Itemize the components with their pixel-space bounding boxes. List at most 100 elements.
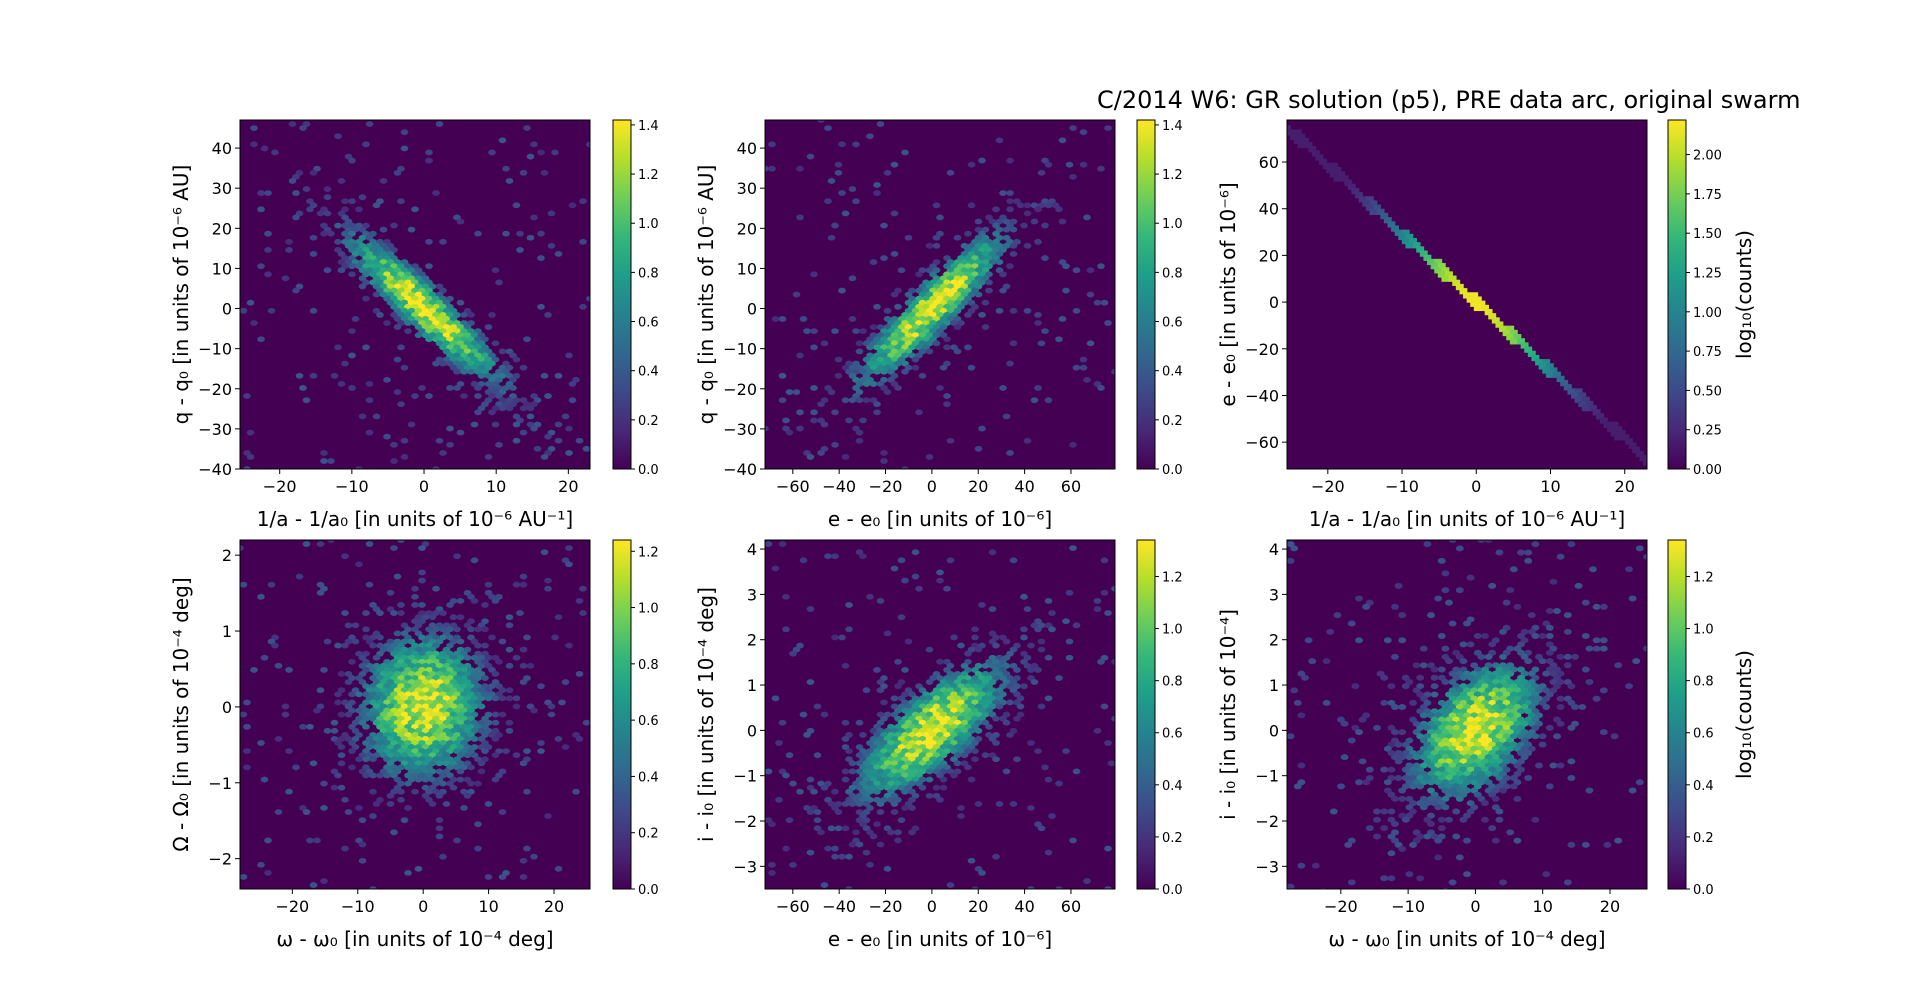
subplot-p5: −60 −40 −20 0 20 40 60 −3 −2 −1 0 1 2 3 4 e - e₀ [in un… (694, 539, 1183, 951)
hexbin-cell (1118, 602, 1126, 608)
hexbin-cell (302, 397, 311, 404)
colorbar-tick-label: 0.4 (1693, 779, 1714, 794)
hexbin-cell (505, 727, 514, 734)
y-tick-label: −3 (1255, 857, 1279, 876)
hexbin-cell (1048, 610, 1056, 617)
hexbin-cell (372, 654, 381, 661)
hexbin-cell (1452, 279, 1461, 286)
hexbin-cell (992, 756, 1000, 763)
hexbin-cell (1589, 405, 1597, 412)
hexbin-cell (575, 671, 584, 677)
hexbin-cell (281, 711, 290, 718)
hexbin-cell (1394, 775, 1403, 782)
hexbin-cell (390, 610, 398, 617)
hexbin-cell (435, 792, 444, 799)
hexbin-cell (1481, 633, 1489, 640)
hexbin-cell (1466, 574, 1475, 581)
hexbin-cell (1044, 597, 1053, 604)
hexbin-cell (1009, 307, 1018, 314)
hexbin-cell (841, 210, 850, 217)
hexbin-cell (855, 340, 864, 347)
hexbin-cell (579, 303, 587, 310)
hexbin-cell (379, 226, 388, 233)
hexbin-cell (1437, 825, 1446, 832)
hexbin-cell (1041, 764, 1049, 771)
hexbin-cell (1603, 421, 1612, 428)
hexbin-cell (411, 788, 419, 795)
hexbin-cell (992, 715, 1000, 722)
hexbin-cell (873, 368, 881, 375)
hexbin-cell (1448, 540, 1457, 544)
hexbin-cell (1351, 187, 1360, 195)
hexbin-cell (390, 829, 398, 836)
hexbin-cell (1574, 582, 1583, 589)
x-tick-label: 20 (544, 897, 564, 916)
hexbin-cell (1013, 756, 1021, 763)
hexbin-cell (470, 421, 479, 428)
hexbin-cell (257, 190, 265, 197)
hexbin-cell (467, 780, 475, 787)
hexbin-cell (1427, 820, 1435, 827)
hexbin-cell (1347, 879, 1356, 886)
hexbin-cell (1293, 137, 1302, 145)
hexbin-cell (1409, 237, 1417, 245)
x-tick-label: 0 (927, 897, 937, 916)
y-tick-label: −1 (1255, 767, 1279, 786)
hexbin-cell (1383, 779, 1392, 786)
hexbin-cell (383, 433, 391, 440)
hexbin-cell (824, 198, 832, 205)
hexbin-cell (425, 149, 433, 156)
hexbin-cell (925, 776, 934, 783)
hexbin-cell (1044, 654, 1053, 661)
hexbin-cell (1016, 202, 1025, 209)
hexbin-cell (260, 654, 269, 661)
hexbin-cell (477, 703, 486, 710)
hexbin-cell (1553, 607, 1561, 614)
hexbin-cell (1086, 267, 1095, 274)
hexbin-cell (257, 206, 265, 213)
hexbin-cell (1329, 162, 1338, 170)
hexbin-cell (1387, 808, 1396, 815)
y-tick-label: 30 (212, 179, 232, 198)
hexbin-cell (799, 557, 808, 564)
hexbin-cell (1398, 233, 1407, 241)
hexbin-cell (288, 121, 297, 127)
hexbin-cell (1104, 886, 1112, 889)
hexbin-cell (1394, 741, 1403, 748)
hexbin-cell (834, 825, 843, 832)
hexbin-cell (1006, 731, 1014, 738)
hexbin-cell (827, 825, 836, 832)
hexbin-cell (1430, 666, 1439, 673)
hexbin-cell (862, 380, 871, 387)
hexbin-cell (1287, 129, 1295, 136)
hexbin-cell (936, 577, 944, 584)
hexbin-cell (484, 324, 493, 330)
hexbin-cell (782, 417, 790, 424)
hexbin-cell (400, 145, 409, 152)
hexbin-cell (407, 226, 416, 233)
hexbin-cell (1006, 190, 1014, 197)
hexbin-cell (883, 865, 892, 872)
x-tick-label: 60 (1061, 897, 1081, 916)
colorbar-tick-label: 1.0 (1693, 623, 1714, 638)
hexbin-cell (365, 429, 374, 436)
hexbin-cell (544, 393, 552, 400)
hexbin-cell (1423, 833, 1432, 840)
hexbin-cell (824, 845, 832, 852)
hexbin-cell (547, 242, 556, 249)
hexbin-cell (806, 809, 815, 815)
colorbar: 0.0 0.2 0.4 0.6 0.8 1.0 1.2 1.4 (612, 119, 659, 478)
hexbin-cell (960, 752, 969, 759)
hexbin-cell (1027, 805, 1035, 811)
hexbin-cell (995, 259, 1004, 266)
hexbin-cell (446, 425, 454, 432)
hexbin-cell (519, 429, 528, 436)
hexbin-cell (1023, 242, 1032, 249)
hexbin-cell (309, 169, 318, 176)
hexbin-cell (1006, 360, 1014, 367)
hexbin-cell (1387, 875, 1396, 882)
hexbin-cell (1023, 202, 1032, 209)
hexbin-cell (852, 829, 860, 836)
hexbin-cell (1287, 125, 1291, 132)
hexbin-cell (467, 626, 475, 633)
